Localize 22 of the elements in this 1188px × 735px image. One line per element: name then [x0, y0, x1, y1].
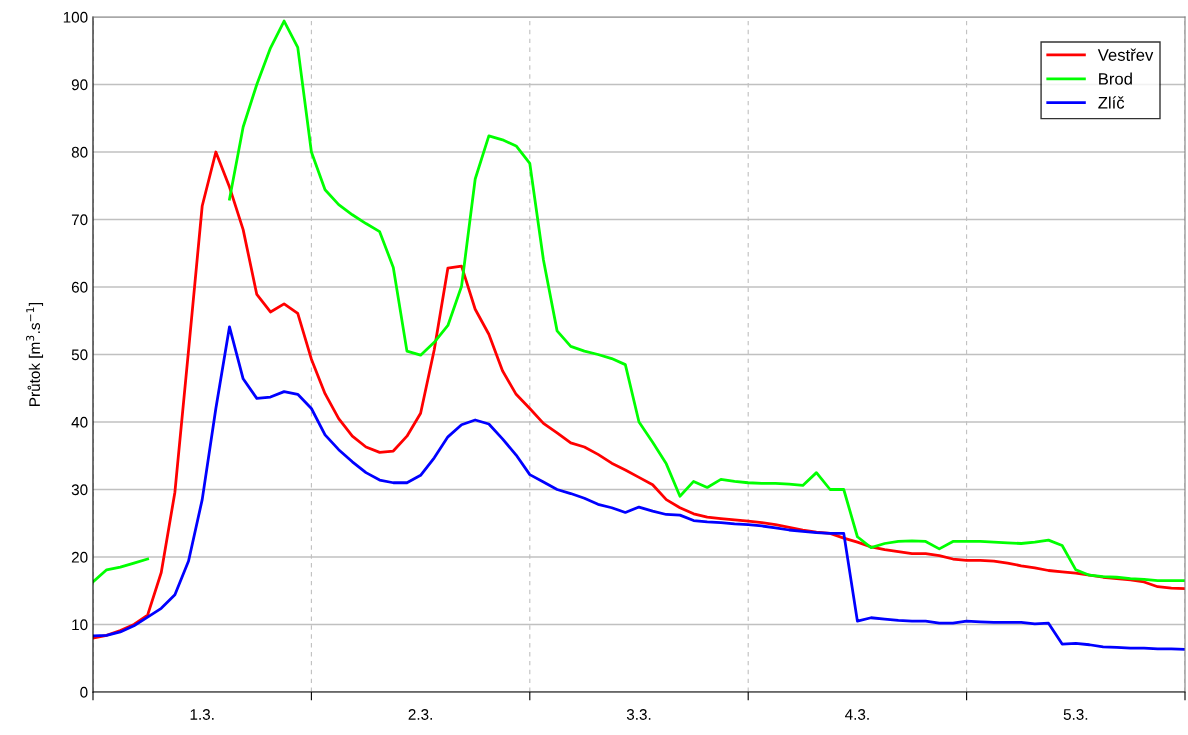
legend-label: Zlíč: [1098, 96, 1125, 109]
y-tick-label: 10: [72, 619, 88, 631]
y-tick-label: 40: [71, 416, 88, 428]
line-series: [93, 150, 1185, 640]
y-tick-label: 20: [71, 551, 88, 563]
legend-label: Vestřev: [1097, 48, 1154, 61]
x-tick-label: 4.3.: [845, 709, 869, 720]
y-tick-label: 90: [71, 79, 88, 91]
x-tick-label: 2.3.: [408, 709, 432, 720]
y-axis-title: Průtok [m$^{3}$.s$^{−1}$]: [26, 303, 44, 406]
y-tick-label: 80: [71, 146, 88, 158]
y-tick-label: 30: [71, 484, 88, 496]
line-series: [93, 325, 1185, 651]
x-tick-label: 1.3.: [190, 709, 214, 720]
y-tick-label: 100: [63, 11, 88, 23]
x-tick-label: 3.3.: [626, 709, 651, 720]
x-tick-label: 5.3.: [1063, 709, 1088, 720]
y-tick-label: 60: [71, 281, 88, 293]
legend-label: Brod: [1099, 72, 1132, 85]
y-tick-label: 50: [71, 349, 88, 361]
y-tick-label: 70: [71, 214, 88, 226]
y-tick-label: 0: [80, 686, 88, 698]
